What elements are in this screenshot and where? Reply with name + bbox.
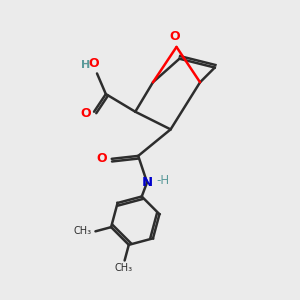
Text: O: O — [170, 30, 180, 44]
Text: -H: -H — [157, 174, 169, 188]
Text: N: N — [142, 176, 153, 189]
Text: CH₃: CH₃ — [74, 226, 92, 236]
Text: H: H — [81, 60, 90, 70]
Text: O: O — [80, 107, 91, 120]
Text: CH₃: CH₃ — [114, 263, 132, 273]
Text: O: O — [89, 57, 99, 70]
Text: O: O — [97, 152, 107, 165]
